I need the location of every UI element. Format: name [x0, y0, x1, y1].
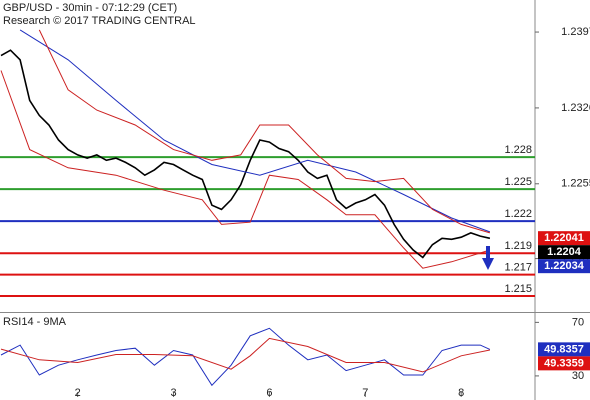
price-tag [538, 231, 590, 246]
price-tag [538, 245, 590, 260]
price-tag-label: 49.8357 [544, 343, 584, 355]
price-tag-label: 1.22034 [544, 260, 585, 272]
x-tick-label: 7 [362, 387, 368, 399]
price-tag-label: 1.2204 [547, 246, 582, 258]
series-line [0, 327, 491, 387]
price-tag [538, 356, 590, 371]
y-tick-label: 1.2326 [561, 102, 590, 114]
plot-layer: 1.23971.23261.22551.21851.2281.2251.2221… [0, 26, 590, 399]
y-tick-label: 1.2397 [561, 26, 590, 38]
x-tick-label: 6 [266, 387, 272, 399]
x-tick-label: 2 [75, 387, 81, 399]
price-tag [538, 342, 590, 357]
y-tick-label: 1.2255 [561, 178, 590, 190]
level-label: 1.222 [504, 208, 532, 220]
series-line [0, 49, 491, 259]
series-line [0, 337, 490, 373]
down-arrow [482, 246, 494, 270]
y-tick-label: 70 [572, 316, 584, 328]
chart-title: GBP/USD - 30min - 07:12:29 (CET) [3, 2, 177, 14]
price-tag-label: 49.3359 [544, 357, 584, 369]
level-label: 1.217 [504, 262, 532, 274]
price-tag [538, 259, 590, 274]
x-tick-label: 3 [170, 387, 176, 399]
x-tick-label: 8 [458, 387, 464, 399]
series-line [19, 29, 491, 233]
rsi-title: RSI14 - 9MA [3, 316, 67, 328]
level-label: 1.228 [504, 144, 532, 156]
series-line [0, 70, 491, 269]
price-tag-label: 1.22041 [544, 232, 584, 244]
level-label: 1.219 [504, 240, 532, 252]
chart-subtitle: Research © 2017 TRADING CENTRAL [3, 15, 196, 27]
series-line [38, 29, 491, 234]
level-label: 1.225 [504, 176, 532, 188]
y-tick-label: 30 [572, 370, 584, 382]
level-label: 1.215 [504, 283, 532, 295]
